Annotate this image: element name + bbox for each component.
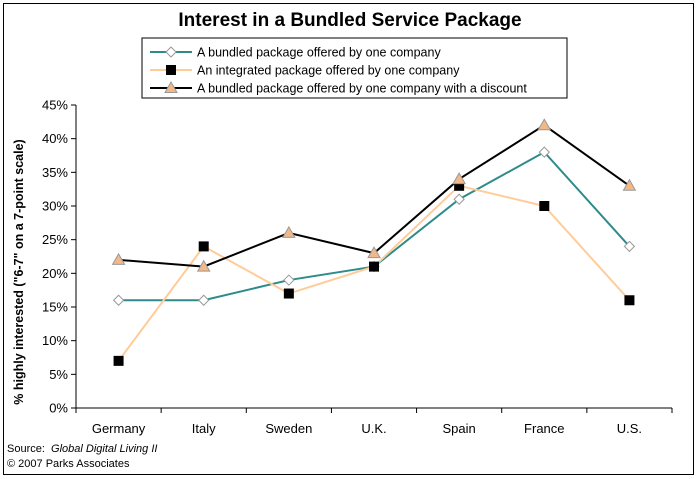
source-prefix: Source: bbox=[7, 443, 45, 455]
series-line bbox=[118, 150, 631, 302]
data-point bbox=[111, 252, 126, 265]
y-tick-label: 40% bbox=[42, 131, 68, 146]
x-tick-label: Sweden bbox=[265, 421, 312, 436]
legend-label: A bundled package offered by one company bbox=[197, 46, 441, 60]
y-tick-label: 25% bbox=[42, 232, 68, 247]
x-tick-label: U.S. bbox=[617, 421, 642, 436]
data-point bbox=[283, 274, 295, 286]
data-point bbox=[537, 118, 552, 131]
series-1 bbox=[112, 146, 636, 306]
series-3 bbox=[111, 118, 637, 272]
series-line bbox=[117, 184, 631, 362]
data-point bbox=[539, 201, 550, 211]
y-tick-label: 15% bbox=[42, 300, 68, 315]
data-point bbox=[281, 225, 296, 238]
x-tick-label: Spain bbox=[443, 421, 476, 436]
copyright: © 2007 Parks Associates bbox=[7, 458, 130, 470]
series-line bbox=[118, 123, 631, 268]
y-axis-label: % highly interested ("6-7" on a 7-point … bbox=[12, 139, 26, 404]
data-point bbox=[538, 146, 550, 158]
y-tick-label: 10% bbox=[42, 333, 68, 348]
data-point bbox=[198, 241, 209, 252]
x-tick-label: Germany bbox=[92, 421, 146, 436]
legend-label: An integrated package offered by one com… bbox=[197, 64, 460, 78]
legend-marker bbox=[166, 65, 176, 75]
data-point bbox=[283, 288, 294, 299]
source-name: Global Digital Living II bbox=[51, 443, 158, 455]
data-point bbox=[196, 259, 211, 272]
legend-box bbox=[141, 37, 568, 99]
x-tick-label: Italy bbox=[192, 421, 216, 436]
data-point bbox=[113, 355, 124, 366]
data-point bbox=[367, 246, 381, 259]
source-line: Source: Global Digital Living II bbox=[7, 443, 157, 455]
legend-item: A bundled package offered by one company bbox=[150, 46, 441, 60]
legend: A bundled package offered by one company… bbox=[150, 46, 527, 96]
data-point bbox=[623, 240, 636, 253]
legend-item: A bundled package offered by one company… bbox=[150, 80, 527, 96]
y-tick-label: 0% bbox=[49, 401, 68, 416]
data-point bbox=[198, 294, 210, 306]
data-point bbox=[624, 295, 635, 306]
legend-marker bbox=[164, 80, 178, 93]
x-tick-label: U.K. bbox=[361, 421, 386, 436]
y-tick-label: 5% bbox=[49, 367, 68, 382]
legend-marker bbox=[165, 46, 177, 58]
y-tick-label: 30% bbox=[42, 199, 68, 214]
x-tick-label: France bbox=[524, 421, 564, 436]
legend-item: An integrated package offered by one com… bbox=[150, 64, 460, 78]
y-tick-label: 20% bbox=[42, 266, 68, 281]
legend-label: A bundled package offered by one company… bbox=[197, 82, 527, 96]
chart-title: Interest in a Bundled Service Package bbox=[178, 10, 521, 31]
data-point bbox=[112, 294, 125, 306]
series-2 bbox=[113, 180, 635, 366]
y-tick-label: 45% bbox=[42, 98, 68, 113]
data-point bbox=[452, 172, 467, 185]
y-tick-label: 35% bbox=[42, 165, 68, 180]
axes: 0% 5% 10% 15% 20% 25% 30% 35% 40% 45% Germany Italy… bbox=[42, 98, 673, 436]
data-point bbox=[369, 261, 379, 272]
data-point bbox=[622, 178, 637, 191]
data-point bbox=[453, 193, 465, 205]
series-layer bbox=[111, 118, 637, 366]
